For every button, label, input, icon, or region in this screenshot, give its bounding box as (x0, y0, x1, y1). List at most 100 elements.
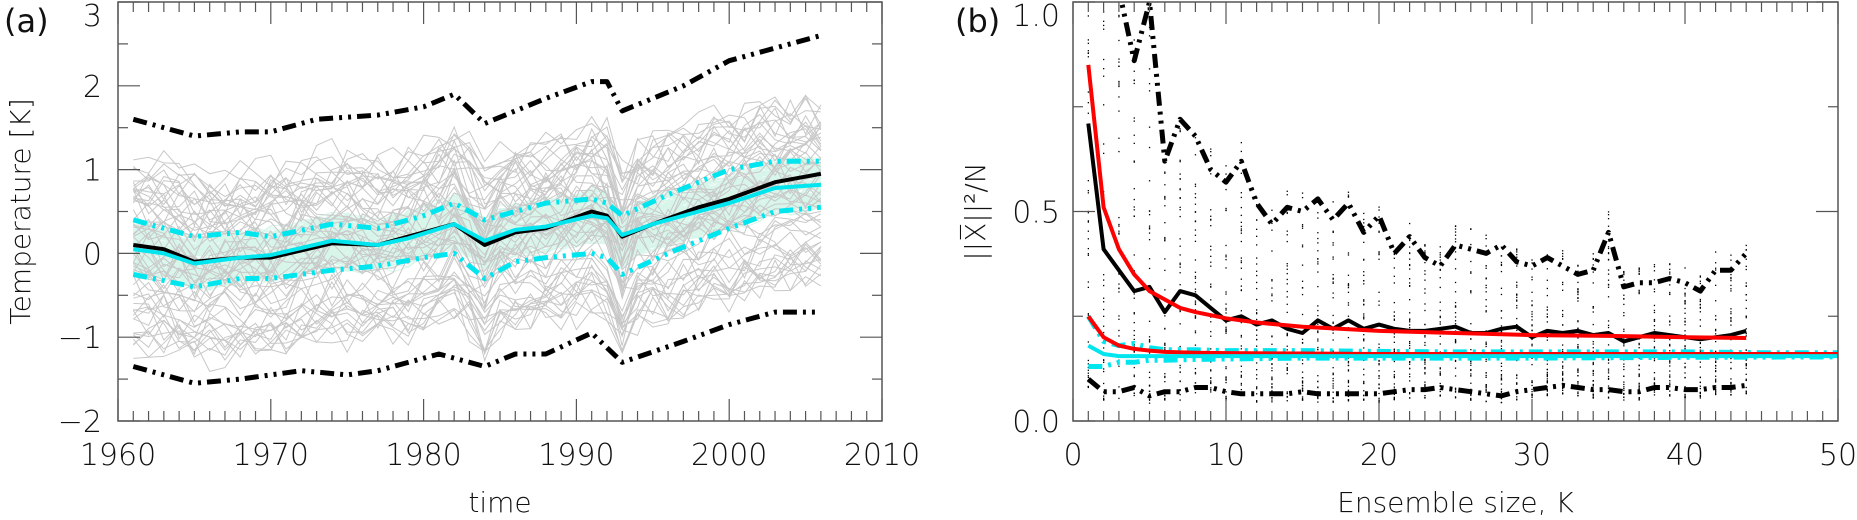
scatter-point (1256, 274, 1258, 277)
scatter-point (1347, 395, 1350, 398)
scatter-point (1332, 321, 1334, 323)
scatter-point (1623, 399, 1625, 401)
scatter-point (1194, 291, 1197, 293)
scatter-point (1363, 241, 1365, 244)
scatter-point (1669, 320, 1671, 322)
scatter-point (1409, 239, 1411, 242)
scatter-point (1286, 332, 1288, 335)
scatter-point (1118, 82, 1120, 84)
scatter-point (1240, 172, 1242, 174)
scatter-point (1546, 389, 1548, 391)
scatter-point (1439, 374, 1441, 376)
individual-member-line (133, 153, 822, 262)
series-cyan-mean (133, 182, 822, 266)
scatter-point (1301, 384, 1304, 387)
scatter-point (1562, 257, 1564, 260)
scatter-point (1715, 262, 1717, 264)
scatter-point (1409, 393, 1411, 395)
scatter-point (1271, 209, 1273, 211)
scatter-point (1500, 261, 1503, 264)
scatter-point (1439, 371, 1441, 373)
scatter-point (1531, 315, 1533, 318)
scatter-point (1225, 377, 1227, 379)
scatter-point (1715, 251, 1717, 253)
scatter-point (1087, 286, 1089, 289)
scatter-point (1363, 218, 1365, 221)
scatter-point (1179, 367, 1181, 369)
scatter-point (1332, 278, 1334, 280)
scatter-point (1210, 219, 1212, 221)
scatter-point (1240, 196, 1242, 199)
scatter-point (1745, 392, 1747, 395)
scatter-point (1393, 275, 1395, 277)
scatter-point (1638, 273, 1640, 275)
scatter-point (1546, 309, 1548, 311)
scatter-point (1087, 375, 1089, 377)
scatter-point (1118, 397, 1120, 400)
scatter-point (1669, 339, 1671, 341)
scatter-point (1592, 396, 1594, 399)
scatter-point (1087, 386, 1089, 389)
x-tick-label: 0 (1063, 438, 1082, 473)
scatter-point (1118, 225, 1120, 227)
scatter-point (1516, 293, 1518, 295)
scatter-point (1286, 369, 1288, 371)
scatter-point (1164, 205, 1166, 207)
scatter-point (1653, 266, 1656, 268)
scatter-point (1179, 272, 1181, 274)
individual-member-line (132, 243, 822, 356)
individual-member-line (132, 98, 822, 211)
scatter-point (1286, 283, 1288, 285)
scatter-point (1638, 375, 1640, 378)
scatter-point (1363, 340, 1365, 342)
scatter-point (1133, 134, 1135, 136)
scatter-point (1424, 368, 1426, 370)
scatter-point (1562, 309, 1564, 312)
scatter-point (1301, 280, 1304, 282)
scatter-point (1684, 362, 1686, 365)
scatter-point (1317, 397, 1319, 400)
scatter-point (1286, 234, 1288, 236)
scatter-point (1393, 315, 1395, 317)
scatter-point (1516, 299, 1518, 301)
scatter-point (1256, 312, 1258, 314)
scatter-point (1516, 382, 1518, 385)
scatter-point (1118, 291, 1120, 293)
individual-member-line (133, 136, 822, 243)
scatter-point (1332, 391, 1334, 393)
scatter-point (1607, 378, 1610, 380)
scatter-point (1194, 185, 1197, 187)
scatter-point (1133, 392, 1135, 394)
scatter-point (1745, 386, 1747, 389)
scatter-point (1607, 247, 1610, 250)
series-black-upper-bound (132, 33, 822, 139)
scatter-point (1087, 192, 1089, 194)
scatter-point (1409, 361, 1411, 363)
scatter-point (1332, 277, 1334, 279)
scatter-point (1531, 325, 1533, 327)
scatter-point (1607, 246, 1610, 248)
scatter-point (1562, 371, 1564, 373)
scatter-point (1485, 305, 1487, 307)
series-cyan-upper-bound (1086, 314, 1838, 356)
scatter-point (1148, 352, 1151, 354)
scatter-point (1240, 321, 1242, 324)
scatter-point (1439, 246, 1441, 248)
scatter-point (1745, 244, 1747, 247)
scatter-point (1118, 137, 1120, 139)
scatter-point (1745, 390, 1747, 392)
scatter-point (1133, 198, 1135, 201)
series-red-fit-lower (1086, 315, 1838, 356)
scatter-point (1225, 303, 1227, 305)
scatter-point (1745, 328, 1747, 330)
scatter-point (1684, 321, 1686, 323)
scatter-point (1118, 216, 1120, 219)
scatter-point (1194, 316, 1197, 319)
scatter-point (1470, 290, 1472, 292)
scatter-point (1638, 383, 1640, 385)
scatter-point (1164, 344, 1166, 346)
scatter-point (1592, 311, 1594, 313)
scatter-point (1454, 375, 1457, 377)
individual-member-line (133, 113, 821, 198)
scatter-point (1194, 382, 1197, 384)
